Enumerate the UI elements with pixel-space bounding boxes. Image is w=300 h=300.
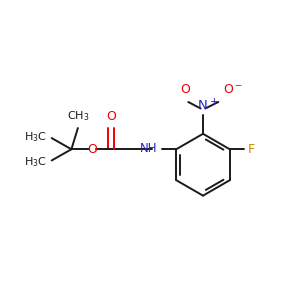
Text: H$_3$C: H$_3$C xyxy=(24,155,47,169)
Text: O: O xyxy=(180,83,190,96)
Text: +: + xyxy=(209,97,218,107)
Text: O$^-$: O$^-$ xyxy=(223,83,243,96)
Text: NH: NH xyxy=(140,142,157,155)
Text: CH$_3$: CH$_3$ xyxy=(67,109,89,123)
Text: H$_3$C: H$_3$C xyxy=(24,130,47,144)
Text: O: O xyxy=(106,110,116,123)
Text: F: F xyxy=(248,143,255,156)
Text: N: N xyxy=(198,99,208,112)
Text: O: O xyxy=(88,143,98,156)
